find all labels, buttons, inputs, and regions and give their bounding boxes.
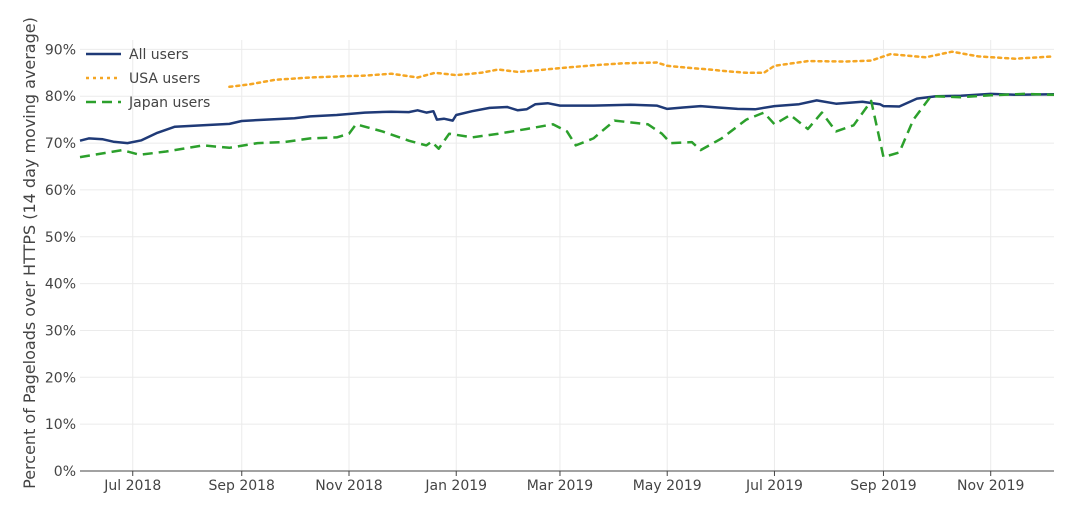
x-tick-label: Mar 2019 <box>527 478 594 494</box>
x-tick-label: Sep 2018 <box>209 478 275 494</box>
series-line-all-users <box>79 92 1055 145</box>
x-tick-label: Jan 2019 <box>424 478 487 494</box>
legend-label: All users <box>129 47 189 63</box>
x-tick-label: Nov 2018 <box>315 478 382 494</box>
series-lines <box>79 50 1056 159</box>
axes: 0% 10% 20% 30% 40% 50% 60% 70% 80% 90% Jul 2018 Sep… <box>45 42 1054 494</box>
series-line-usa-users <box>228 50 1056 89</box>
legend-label: Japan users <box>128 95 210 111</box>
y-tick-label: 70% <box>45 136 76 152</box>
x-tick-label: May 2019 <box>633 478 702 494</box>
series-line-japan-users <box>79 92 1055 159</box>
legend: All users USA users Japan users <box>86 47 210 111</box>
x-tick-label: Sep 2019 <box>850 478 916 494</box>
x-tick-label: Jul 2018 <box>103 478 161 494</box>
y-tick-label: 30% <box>45 323 76 339</box>
y-axis-title: Percent of Pageloads over HTTPS (14 day … <box>20 17 39 489</box>
y-tick-label: 90% <box>45 42 76 58</box>
y-tick-label: 0% <box>54 464 76 480</box>
x-tick-label: Nov 2019 <box>957 478 1024 494</box>
y-tick-label: 20% <box>45 370 76 386</box>
y-tick-label: 40% <box>45 277 76 293</box>
x-tick-label: Jul 2019 <box>745 478 803 494</box>
y-tick-label: 60% <box>45 183 76 199</box>
legend-label: USA users <box>129 71 200 87</box>
y-tick-label: 50% <box>45 230 76 246</box>
y-tick-label: 80% <box>45 89 76 105</box>
gridlines <box>80 40 1054 472</box>
y-tick-label: 10% <box>45 417 76 433</box>
